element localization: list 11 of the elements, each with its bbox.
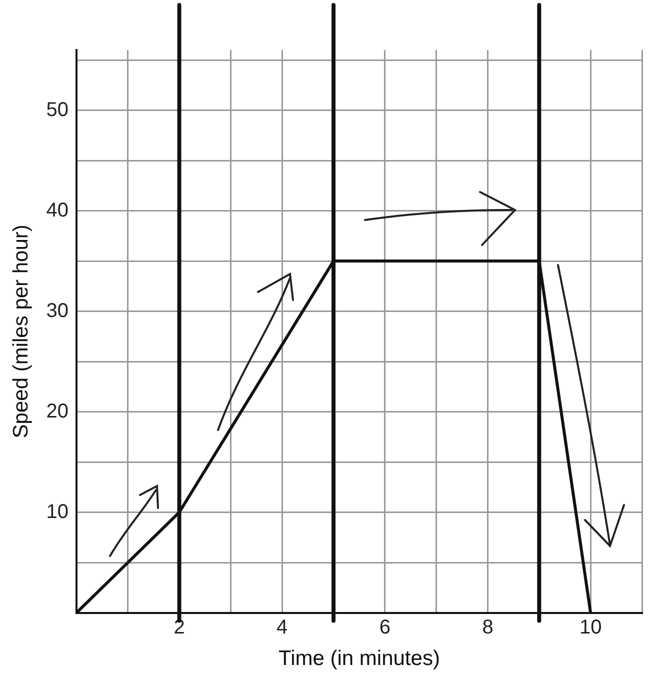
x-axis-title: Time (in minutes) xyxy=(278,647,440,670)
y-axis-title: Speed (miles per hour) xyxy=(9,224,32,438)
x-tick-label: 10 xyxy=(579,616,602,638)
x-tick-label: 6 xyxy=(379,616,390,638)
y-tick-label: 10 xyxy=(46,500,68,523)
y-tick-label: 20 xyxy=(46,400,68,422)
y-tick-label: 50 xyxy=(46,98,68,121)
x-tick-label: 8 xyxy=(482,616,494,638)
y-tick-label: 30 xyxy=(46,300,68,322)
y-tick-label: 40 xyxy=(46,199,68,222)
x-tick-label: 4 xyxy=(276,616,288,638)
